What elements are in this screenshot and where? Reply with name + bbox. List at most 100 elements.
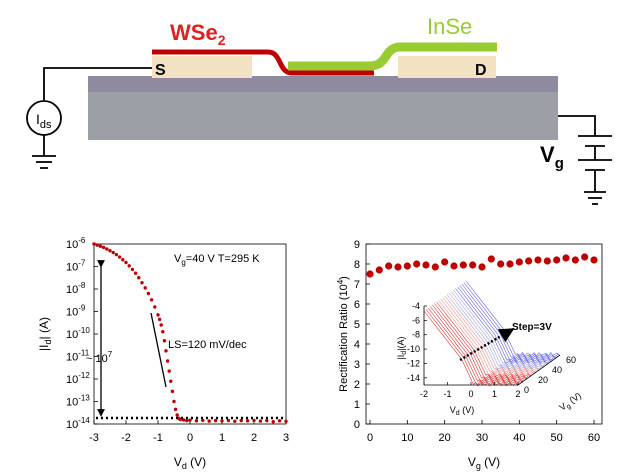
iv-x-tick-label: 1 [219,432,225,444]
iv-data-point [233,419,237,423]
iv-y-tick-label: 10-10 [66,326,90,341]
rr-data-point [431,263,439,271]
iv-data-point [164,349,168,353]
rr-data-point [487,255,495,263]
inset-curve [455,288,550,365]
inset-z-tick-label: 40 [552,365,562,375]
iv-data-point [173,407,178,412]
iv-data-point [207,419,211,423]
rr-data-point [469,261,477,269]
rr-y-tick-label: 1 [354,399,360,411]
iv-slope-fit-line [150,312,167,388]
iv-data-point [226,418,231,423]
iv-data-point [194,419,199,423]
rr-data-point [413,260,421,268]
iv-data-point [117,255,122,259]
iv-y-axis-label: |Id| (A) [37,317,53,351]
iv-data-point [185,418,189,423]
rr-x-tick-label: 50 [551,432,563,444]
rr-data-point [459,261,467,269]
inset-curve [434,303,529,380]
iv-data-point [159,323,163,327]
rr-x-tick-label: 40 [513,432,525,444]
iv-data-point [165,359,170,363]
inset-y-tick-label: -6 [412,315,420,325]
iv-y-tick-label: 10-14 [66,416,90,431]
iv-data-point [188,418,192,422]
inset-x-tick-label: 0 [468,389,473,399]
rr-y-tick-label: 5 [354,319,360,331]
iv-data-point [124,260,128,265]
iv-data-point [143,286,147,290]
iv-data-point [162,339,167,343]
inset-curve [457,286,552,363]
inset-y-tick-label: -4 [412,301,420,311]
iv-data-point [271,420,275,424]
iv-data-point [98,244,103,248]
inset-z-axis-label: Vg (V) [557,390,584,414]
rr-data-point [562,254,570,262]
rr-plot-frame [365,243,603,425]
iv-x-tick-label: -3 [89,432,99,444]
rr-data-point [450,262,458,270]
rr-data-point [553,256,561,264]
rr-data-point [441,258,449,266]
rr-data-point [543,257,551,265]
inset-curve [427,307,523,384]
rr-y-tick-label: 7 [354,279,360,291]
iv-data-point [153,305,157,309]
gate-circuit [558,115,612,205]
iv-data-point [161,330,165,334]
rr-x-axis-label: Vg (V) [468,455,500,471]
rr-data-point [385,262,393,270]
source-label: S [155,62,166,79]
inset-curve [436,301,531,378]
inset-x-tick-label: -2 [420,389,428,399]
iv-data-point [252,418,256,423]
iv-y-tick-label: 10-11 [66,349,90,364]
drain-label: D [475,62,487,79]
rr-data-point [515,258,523,266]
iv-y-tick-label: 10-6 [66,236,86,251]
gate-voltage-label: Vg [540,142,564,172]
inset-z-tick-label: 0 [524,385,529,395]
inset-y-tick-label: -8 [412,330,420,340]
rr-data-point [375,266,383,274]
inset-curve [448,292,544,369]
inset-step-annotation: Step=3V [512,322,552,333]
inset-z-tick-label: 20 [538,375,548,385]
rr-x-tick-label: 0 [367,432,373,444]
iv-plot-frame [93,243,287,425]
current-source-label: Ids [36,111,52,131]
inset-curve [442,297,538,374]
rr-x-tick-label: 30 [476,432,488,444]
iv-data-point [156,313,160,317]
iv-data-point [201,418,205,423]
iv-data-point [101,245,106,250]
inset-curve [432,304,527,381]
inset-curve [465,280,561,357]
iv-data-point [92,242,96,246]
inset-curve [463,282,559,359]
wse2-flake [152,49,374,76]
iv-x-tick-label: -2 [121,432,131,444]
rr-y-tick-label: 6 [354,299,360,311]
drain-contact [398,56,496,78]
rr-y-tick-label: 9 [354,239,360,251]
inset-curve [446,294,542,371]
iv-x-tick-label: 0 [187,432,193,444]
rr-data-point [497,260,505,268]
inset-curve [444,295,540,372]
iv-data-point [105,247,109,251]
inse-label: InSe [427,14,472,39]
iv-data-point [284,419,288,423]
rr-data-point [422,261,430,269]
iv-y-tick-label: 10-12 [66,371,90,386]
iv-y-tick-label: 10-8 [66,281,86,296]
iv-data-point [157,317,162,322]
inset-curve [459,285,554,362]
iv-x-tick-label: -1 [153,432,163,444]
iv-data-point [111,250,115,255]
